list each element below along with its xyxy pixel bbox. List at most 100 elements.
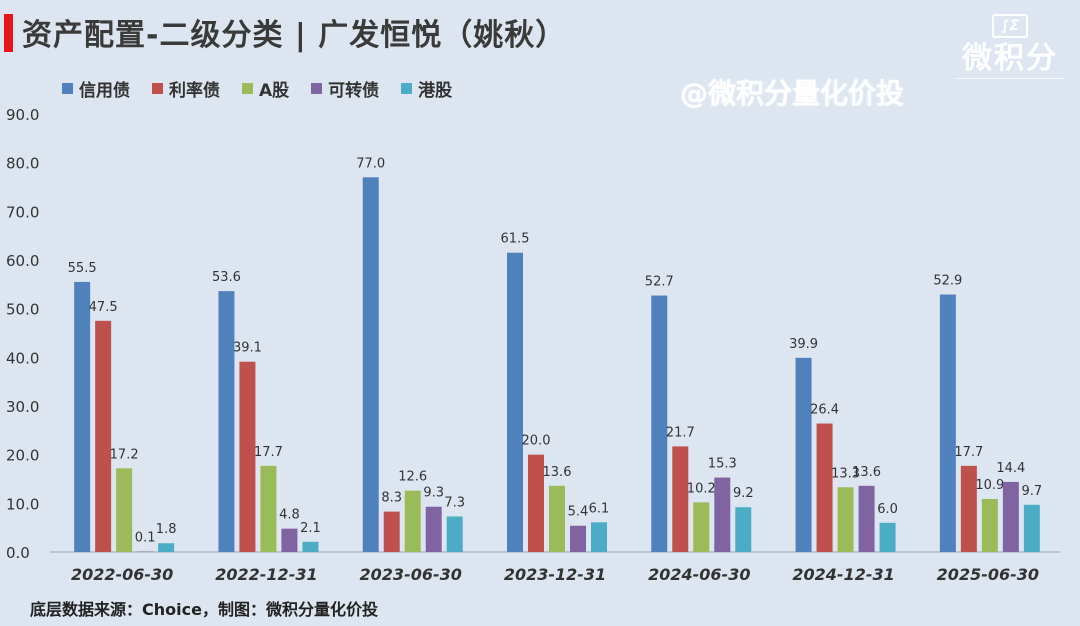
- bar: [939, 294, 956, 552]
- data-label: 17.7: [254, 445, 283, 460]
- data-label: 4.8: [279, 508, 300, 523]
- data-label: 6.0: [877, 502, 898, 517]
- data-label: 17.7: [954, 445, 983, 460]
- data-label: 15.3: [708, 457, 737, 472]
- data-label: 52.9: [933, 274, 962, 289]
- logo-text: 微积分: [962, 41, 1058, 76]
- x-category-label: 2024-12-31: [792, 565, 894, 584]
- bar: [383, 511, 400, 552]
- bar: [446, 516, 463, 552]
- legend-label: 港股: [418, 81, 453, 101]
- x-category-label: 2022-12-31: [215, 565, 317, 584]
- data-label: 7.3: [444, 495, 465, 510]
- bar: [1002, 481, 1019, 552]
- legend-swatch: [242, 83, 253, 94]
- legend-swatch: [152, 83, 163, 94]
- bar: [591, 522, 607, 552]
- data-label: 53.6: [212, 270, 241, 285]
- data-label: 61.5: [501, 232, 530, 247]
- y-tick-label: 30.0: [6, 398, 39, 416]
- bar: [74, 281, 91, 552]
- source-note: 底层数据来源：Choice，制图：微积分量化价投: [30, 600, 378, 619]
- data-label: 47.5: [89, 300, 118, 315]
- bar: [858, 485, 875, 552]
- y-tick-label: 20.0: [6, 447, 39, 465]
- data-label: 9.7: [1022, 484, 1043, 499]
- x-category-label: 2022-06-30: [71, 565, 173, 584]
- legend-label: 信用债: [79, 81, 130, 101]
- logo-divider: [955, 78, 1065, 79]
- bar: [981, 498, 998, 552]
- data-label: 77.0: [356, 156, 385, 171]
- bar: [837, 487, 854, 552]
- y-tick-label: 0.0: [6, 544, 30, 562]
- data-label: 10.2: [687, 481, 716, 496]
- data-label: 14.4: [996, 461, 1025, 476]
- bar: [735, 507, 752, 552]
- bar: [549, 485, 565, 552]
- data-label: 13.3: [831, 466, 860, 481]
- legend-item: 港股: [401, 76, 452, 101]
- bar: [425, 506, 442, 552]
- legend-item: 信用债: [62, 76, 130, 101]
- bar: [795, 357, 812, 552]
- bar: [693, 502, 710, 552]
- data-label: 21.7: [666, 425, 695, 440]
- y-tick-label: 80.0: [6, 155, 39, 173]
- bar: [404, 490, 421, 552]
- chart-title: 资产配置-二级分类 | 广发恒悦（姚秋）: [22, 18, 567, 53]
- bar: [879, 522, 896, 552]
- bar: [1023, 504, 1040, 552]
- data-label: 13.6: [543, 465, 572, 480]
- y-tick-label: 60.0: [6, 252, 39, 270]
- data-label: 0.1: [135, 531, 156, 546]
- bar: [507, 252, 523, 552]
- y-tick-label: 50.0: [6, 301, 39, 319]
- bar: [260, 465, 277, 552]
- data-label: 2.1: [300, 521, 321, 536]
- legend-item: 利率债: [152, 76, 220, 101]
- data-label: 26.4: [810, 403, 839, 418]
- legend-label: 可转债: [328, 81, 380, 101]
- data-label: 10.9: [975, 478, 1004, 493]
- bar: [302, 541, 319, 552]
- x-category-label: 2025-06-30: [937, 565, 1039, 584]
- bar: [218, 291, 235, 552]
- bar: [281, 528, 298, 552]
- data-label: 1.8: [156, 522, 177, 537]
- data-label: 8.3: [381, 491, 402, 506]
- data-label: 52.7: [645, 275, 674, 290]
- data-label: 12.6: [398, 470, 427, 485]
- data-label: 39.1: [233, 341, 262, 356]
- bar: [714, 477, 731, 552]
- y-tick-label: 70.0: [6, 203, 39, 221]
- bar: [672, 446, 689, 552]
- bar: [570, 525, 586, 552]
- y-tick-label: 10.0: [6, 495, 39, 513]
- bar: [95, 320, 112, 552]
- data-label: 17.2: [110, 447, 139, 462]
- legend-label: A股: [259, 81, 290, 101]
- data-label: 9.3: [423, 486, 444, 501]
- data-label: 20.0: [522, 434, 551, 449]
- chart-legend: 信用债 利率债 A股 可转债 港股: [62, 76, 452, 101]
- bar: [137, 551, 154, 553]
- x-category-label: 2023-12-31: [504, 565, 606, 584]
- data-label: 55.5: [68, 261, 97, 276]
- bar: [158, 543, 175, 552]
- legend-item: 可转债: [311, 76, 379, 101]
- data-label: 5.4: [568, 505, 589, 520]
- data-label: 13.6: [852, 465, 881, 480]
- legend-item: A股: [242, 76, 289, 101]
- data-label: 39.9: [789, 337, 818, 352]
- bar: [528, 454, 544, 552]
- bar: [960, 465, 977, 552]
- data-label: 9.2: [733, 486, 754, 501]
- legend-swatch: [401, 83, 413, 94]
- bar: [239, 361, 256, 552]
- x-category-label: 2023-06-30: [360, 565, 462, 584]
- bar: [116, 468, 133, 552]
- legend-label: 利率债: [169, 81, 220, 101]
- logo-mark-icon: ∫Σ: [992, 14, 1028, 38]
